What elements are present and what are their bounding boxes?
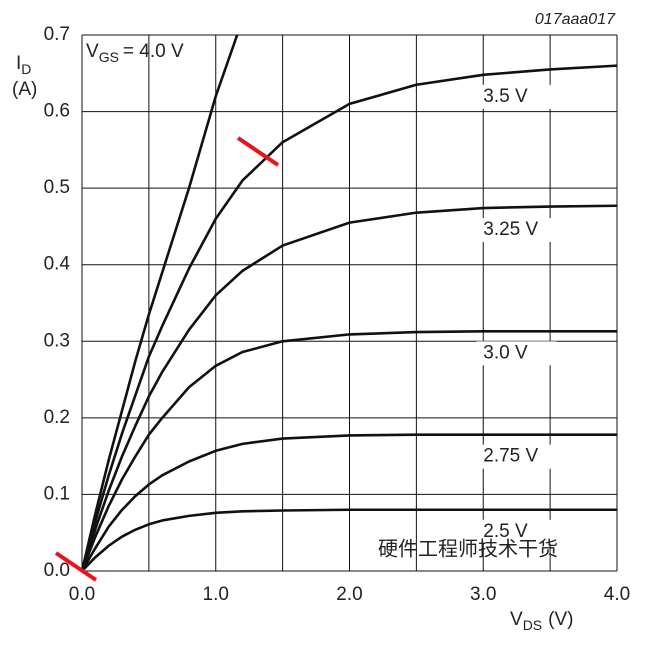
x-label: VDS (V): [510, 609, 573, 633]
curve-label: 2.5 V: [483, 521, 528, 542]
y-tick-label: 0.2: [44, 407, 70, 428]
y-tick-label: 0.7: [44, 24, 70, 45]
y-tick-label: 0.6: [44, 101, 70, 122]
y-label-sub: D: [21, 61, 31, 77]
label-bg: [476, 218, 557, 243]
curve: [82, 204, 617, 571]
x-label-sub: DS: [523, 617, 542, 633]
curve: [82, 330, 617, 571]
curve: [82, 35, 239, 571]
label-bg: [476, 341, 557, 366]
x-label-main: V: [510, 609, 523, 630]
marker: [54, 551, 98, 582]
marker: [236, 136, 280, 167]
y-label-main: I: [16, 53, 21, 74]
curve: [82, 64, 617, 571]
curve-label: 3.0 V: [483, 342, 528, 363]
vgs-sub: GS: [99, 49, 119, 65]
x-tick-label: 3.0: [470, 584, 496, 605]
figure-code: 017aaa017: [535, 11, 616, 28]
curve-label: 3.25 V: [483, 219, 538, 240]
y-label-unit: (A): [12, 79, 37, 100]
label-bg: [476, 444, 557, 469]
watermark: 硬件工程师技术干货: [378, 537, 558, 560]
curve-label: 3.5 V: [483, 86, 528, 107]
x-tick-label: 0.0: [69, 584, 95, 605]
curve: [82, 508, 617, 571]
vgs-main: V: [86, 41, 99, 62]
x-tick-label: 4.0: [604, 584, 630, 605]
y-label: ID: [16, 53, 31, 77]
grid: [81, 34, 618, 572]
curve-label: VGS = 4.0 V: [86, 41, 184, 65]
y-tick-label: 0.4: [44, 254, 71, 275]
labels: 0.0 0.1 0.2 0.3 0.4 0.5 0.6 0.7 0.0 1.0 2.0 3.0 4.0 V…: [44, 24, 631, 605]
x-tick-label: 1.0: [203, 584, 229, 605]
curves: [82, 35, 617, 571]
vgs-value: = 4.0 V: [123, 41, 184, 62]
label-bg: [476, 519, 557, 544]
x-tick-label: 2.0: [336, 584, 362, 605]
y-tick-label: 0.0: [44, 560, 70, 581]
curve-label: 2.75 V: [483, 446, 538, 467]
y-tick-label: 0.1: [44, 483, 70, 504]
curve: [82, 433, 617, 571]
y-tick-label: 0.5: [44, 177, 70, 198]
x-label-unit: (V): [548, 609, 573, 630]
y-tick-label: 0.3: [44, 330, 70, 351]
label-bg: [476, 84, 557, 109]
